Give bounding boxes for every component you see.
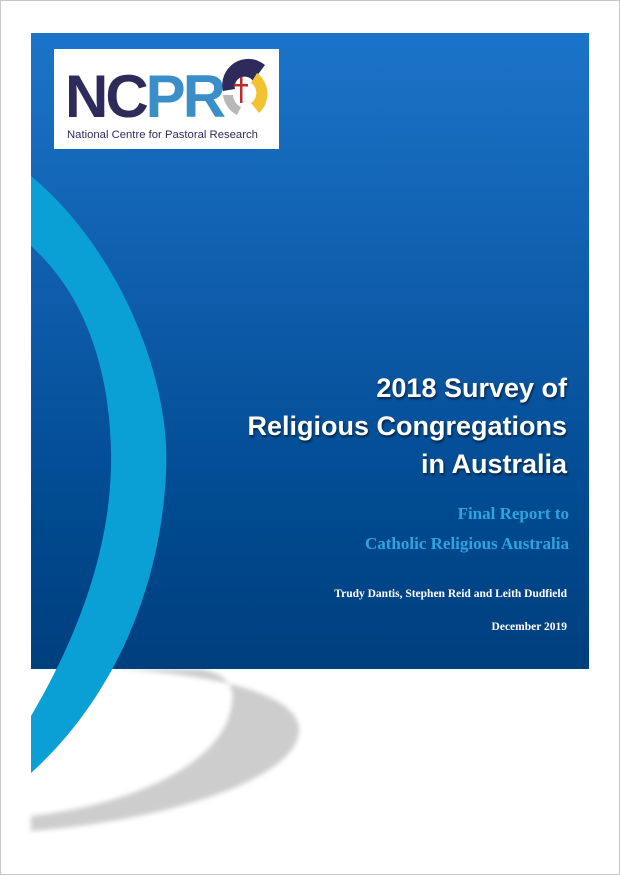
light-blue-arc: [31, 176, 167, 773]
publication-date: December 2019: [491, 621, 567, 633]
grey-shadow-arc: [31, 669, 300, 831]
ncpr-logo: NCPR National Centre for Pastoral Resear…: [54, 49, 279, 149]
subtitle-line: Final Report to: [457, 504, 569, 523]
title-line: in Australia: [420, 449, 567, 479]
logo-wordmark: NCPR: [65, 67, 226, 127]
authors: Trudy Dantis, Stephen Reid and Leith Dud…: [334, 588, 567, 600]
logo-emblem-icon: [222, 58, 268, 115]
logo-letters-nc: NC: [65, 63, 149, 130]
subtitle-line: Catholic Religious Australia: [364, 534, 569, 553]
title-line: 2018 Survey of: [376, 373, 567, 403]
logo-tagline: National Centre for Pastoral Research: [67, 129, 258, 141]
report-title: 2018 Survey of Religious Congregations i…: [247, 369, 567, 483]
title-line: Religious Congregations: [247, 411, 567, 441]
report-subtitle: Final Report to Catholic Religious Austr…: [365, 499, 569, 559]
logo-letters-pr: PR: [145, 63, 226, 130]
